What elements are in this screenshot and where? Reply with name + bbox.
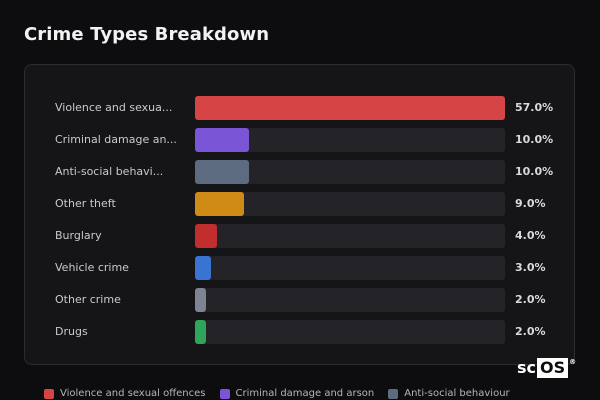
bar-row: Violence and sexua... 57.0% (25, 96, 574, 120)
bar-value-label: 10.0% (515, 165, 554, 178)
bar-track (195, 128, 505, 152)
bar-row: Other crime 2.0% (25, 288, 574, 312)
bar-track (195, 320, 505, 344)
bar-label: Other crime (55, 293, 121, 306)
legend-item: Violence and sexual offences (44, 388, 206, 399)
bar-label: Drugs (55, 325, 88, 338)
chart-title: Crime Types Breakdown (24, 24, 270, 45)
legend-swatch (219, 388, 230, 399)
bar-track (195, 256, 505, 280)
bar (195, 160, 250, 184)
bar-label: Criminal damage an... (55, 133, 177, 146)
legend-label: Criminal damage and arson (235, 388, 375, 399)
legend-label: Anti-social behaviour (404, 388, 510, 399)
bar (195, 256, 212, 280)
bar-row: Criminal damage an... 10.0% (25, 128, 574, 152)
bar-row: Anti-social behavi... 10.0% (25, 160, 574, 184)
bar (195, 128, 250, 152)
bar-row: Other theft 9.0% (25, 192, 574, 216)
bar-row: Drugs 2.0% (25, 320, 574, 344)
bar-label: Other theft (55, 197, 116, 210)
legend-item: Anti-social behaviour (388, 388, 510, 399)
bar-label: Burglary (55, 229, 102, 242)
logo-text: sc (517, 358, 537, 377)
bar-value-label: 9.0% (515, 197, 546, 210)
bar (195, 224, 217, 248)
bar-track (195, 224, 505, 248)
chart-panel: Violence and sexua... 57.0% Criminal damag… (24, 64, 575, 365)
bar-value-label: 2.0% (515, 293, 546, 306)
bar-value-label: 3.0% (515, 261, 546, 274)
bar (195, 288, 206, 312)
bar-track (195, 160, 505, 184)
bar (195, 192, 244, 216)
bar-track (195, 96, 505, 120)
bar-row: Burglary 4.0% (25, 224, 574, 248)
bar-value-label: 4.0% (515, 229, 546, 242)
bar-value-label: 10.0% (515, 133, 554, 146)
bar-row: Vehicle crime 3.0% (25, 256, 574, 280)
bar-track (195, 288, 505, 312)
bar-track (195, 192, 505, 216)
legend-swatch (44, 388, 54, 399)
bar (195, 96, 505, 120)
bar-label: Anti-social behavi... (55, 165, 164, 178)
legend-item: Criminal damage and arson (219, 388, 375, 399)
bar-label: Violence and sexua... (55, 101, 173, 114)
bar-label: Vehicle crime (55, 261, 129, 274)
bar (195, 320, 206, 344)
bar-value-label: 2.0% (515, 325, 546, 338)
legend-swatch (388, 388, 399, 399)
legend-label: Violence and sexual offences (60, 388, 206, 399)
registered-mark: ® (569, 358, 577, 366)
bar-value-label: 57.0% (515, 101, 554, 114)
chart-legend: Violence and sexual offences Criminal dam… (44, 387, 510, 400)
logo-box-text: OS (537, 358, 569, 378)
brand-logo: sc OS ® (517, 358, 576, 378)
